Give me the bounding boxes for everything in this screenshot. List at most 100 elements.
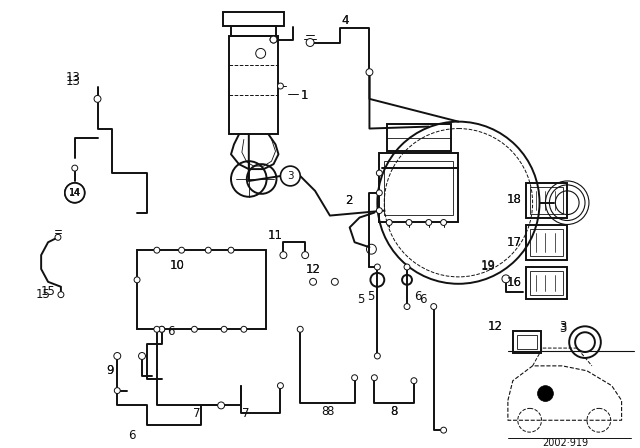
Circle shape [58, 292, 64, 297]
Circle shape [404, 304, 410, 310]
Text: 10: 10 [169, 258, 184, 271]
Circle shape [404, 264, 410, 270]
Text: 12: 12 [305, 263, 321, 276]
Text: 11: 11 [268, 229, 283, 242]
Circle shape [280, 252, 287, 258]
Circle shape [376, 208, 382, 214]
Text: 3: 3 [559, 322, 566, 335]
Circle shape [159, 326, 164, 332]
Circle shape [310, 278, 317, 285]
Circle shape [411, 378, 417, 383]
Text: 8: 8 [321, 405, 328, 418]
Circle shape [65, 183, 84, 202]
Bar [380, 153, 458, 223]
Circle shape [65, 183, 84, 202]
Bar [513, 331, 541, 353]
Circle shape [278, 383, 284, 388]
Circle shape [115, 388, 120, 393]
Circle shape [376, 190, 382, 196]
Text: 5: 5 [367, 290, 374, 303]
Circle shape [179, 247, 184, 253]
Text: 7: 7 [242, 407, 250, 420]
Circle shape [374, 264, 380, 270]
Circle shape [306, 39, 314, 47]
Bar [525, 225, 567, 260]
Circle shape [351, 375, 358, 381]
Bar [530, 271, 563, 295]
Circle shape [374, 353, 380, 359]
Bar [530, 229, 563, 256]
Text: 1: 1 [300, 90, 308, 103]
Bar [229, 35, 278, 134]
Text: 12: 12 [488, 320, 503, 333]
Circle shape [218, 402, 225, 409]
Circle shape [387, 220, 392, 225]
Bar [387, 124, 451, 151]
Circle shape [538, 386, 554, 401]
Text: 8: 8 [326, 405, 333, 418]
Text: 8: 8 [390, 405, 398, 418]
Circle shape [72, 165, 77, 171]
Text: 6: 6 [129, 429, 136, 442]
Circle shape [205, 247, 211, 253]
Text: 10: 10 [169, 258, 184, 271]
Circle shape [502, 275, 510, 283]
Circle shape [94, 95, 101, 102]
Text: 6: 6 [419, 293, 426, 306]
Circle shape [191, 326, 197, 332]
Bar [530, 187, 563, 214]
Circle shape [371, 375, 378, 381]
Text: 4: 4 [341, 14, 348, 27]
Circle shape [301, 252, 308, 258]
Bar [525, 267, 567, 299]
Text: 3: 3 [287, 171, 294, 181]
Circle shape [270, 36, 277, 43]
Text: 12: 12 [488, 320, 503, 333]
Circle shape [297, 326, 303, 332]
Text: 18: 18 [507, 193, 522, 206]
Circle shape [376, 170, 382, 176]
Text: 2002·919: 2002·919 [542, 438, 588, 448]
Circle shape [426, 220, 432, 225]
Bar [231, 26, 276, 35]
Text: 17: 17 [507, 236, 522, 249]
Text: 8: 8 [390, 405, 398, 418]
Text: 1: 1 [300, 90, 308, 103]
Text: 3: 3 [559, 320, 566, 333]
Circle shape [332, 278, 339, 285]
Circle shape [221, 326, 227, 332]
Bar [223, 12, 284, 26]
Circle shape [154, 326, 160, 332]
Text: 9: 9 [106, 364, 114, 377]
Circle shape [440, 427, 447, 433]
Text: 9: 9 [106, 364, 114, 377]
Text: 6: 6 [414, 290, 421, 303]
Circle shape [241, 326, 247, 332]
Bar [137, 250, 266, 329]
Circle shape [366, 69, 373, 76]
Text: 4: 4 [341, 14, 348, 27]
Circle shape [431, 304, 436, 310]
Circle shape [278, 83, 284, 89]
Text: 7: 7 [193, 407, 200, 420]
Text: 19: 19 [481, 258, 496, 271]
Text: 16: 16 [507, 276, 522, 289]
Circle shape [138, 353, 145, 359]
Circle shape [440, 220, 447, 225]
Text: 19: 19 [481, 260, 496, 273]
Text: 2: 2 [345, 194, 352, 207]
Circle shape [406, 220, 412, 225]
Text: 14: 14 [68, 188, 81, 198]
Text: 14: 14 [69, 188, 81, 197]
Text: 5: 5 [357, 293, 365, 306]
Circle shape [228, 247, 234, 253]
Text: 2: 2 [345, 194, 352, 207]
Text: 16: 16 [507, 276, 522, 289]
Circle shape [134, 277, 140, 283]
Bar [516, 335, 536, 349]
Text: 14: 14 [68, 188, 81, 198]
Bar [525, 183, 567, 218]
Circle shape [280, 166, 300, 186]
Text: 6: 6 [167, 325, 174, 338]
Text: 17: 17 [507, 236, 522, 249]
